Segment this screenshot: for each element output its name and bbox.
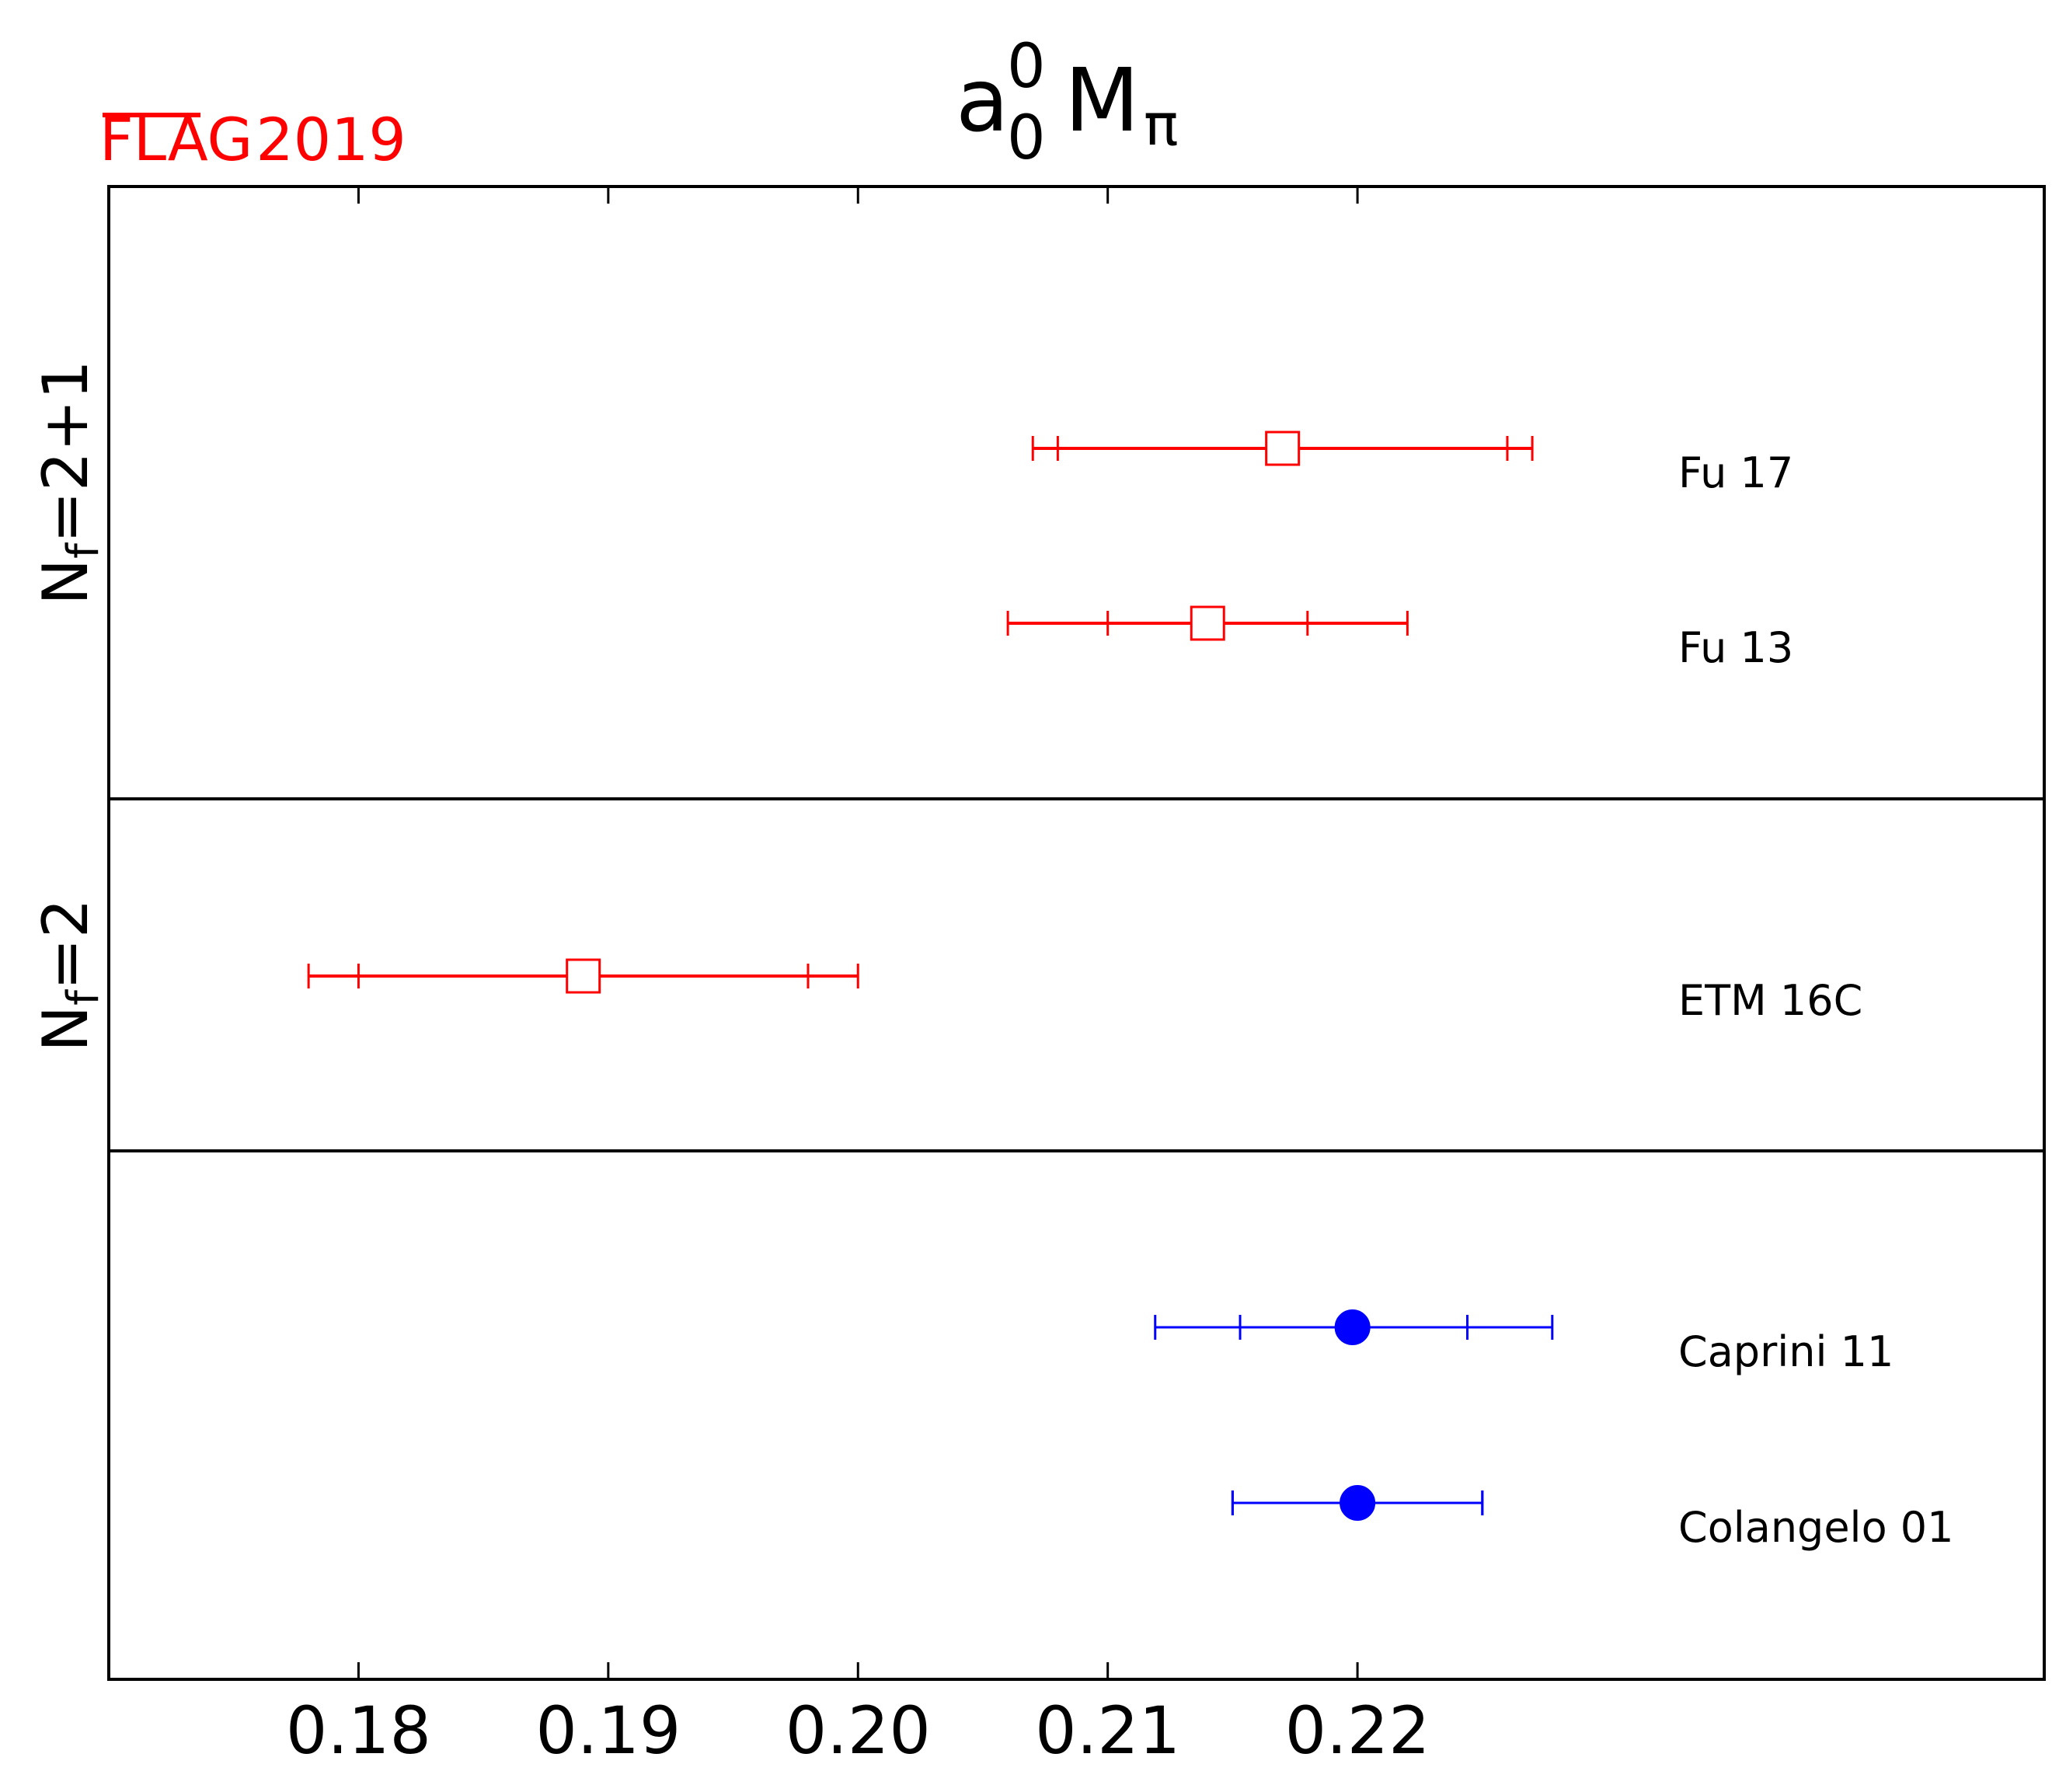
data-row: Caprini 11 — [1154, 1309, 1894, 1376]
title-suffix: M — [1064, 51, 1140, 152]
data-row: Fu 17 — [1031, 431, 1793, 497]
x-tick-label: 0.20 — [786, 1693, 931, 1769]
data-row: Colangelo 01 — [1231, 1485, 1953, 1552]
group-labels: Nf=2+1Nf=2 — [30, 360, 109, 1051]
x-tick-label: 0.18 — [286, 1693, 431, 1769]
group-label: Nf=2 — [30, 898, 109, 1052]
data-rows: Fu 17 Fu 13 ETM 16C Caprini 11 Colangelo 01 — [307, 431, 1953, 1552]
data-row: Fu 13 — [1006, 605, 1793, 672]
row-label: Caprini 11 — [1678, 1327, 1894, 1376]
group-label-sub: f — [58, 542, 109, 559]
data-point-marker — [1265, 431, 1301, 466]
x-axis-ticks — [357, 187, 1359, 1679]
row-label: ETM 16C — [1678, 976, 1862, 1025]
plot-frame — [107, 185, 2046, 1681]
data-point-marker — [1340, 1485, 1376, 1521]
data-row: ETM 16C — [307, 958, 1862, 1025]
x-tick-label: 0.22 — [1285, 1693, 1430, 1769]
group-label-sub: f — [58, 989, 109, 1006]
title-sub: 0 — [1007, 103, 1046, 173]
x-tick-label: 0.19 — [535, 1693, 681, 1769]
flag-logo-word: FLAG — [99, 105, 253, 174]
title-base: a — [956, 51, 1009, 152]
flag-logo-text: FLAG2019 — [99, 105, 406, 174]
data-point-marker — [1190, 605, 1225, 641]
title-suffix-sub: π — [1144, 92, 1179, 159]
group-label-tail: =2+1 — [30, 360, 102, 543]
x-axis-tick-labels: 0.18 0.19 0.20 0.21 0.22 — [286, 1693, 1430, 1769]
group-label: Nf=2+1 — [30, 360, 109, 605]
chart-title: a 0 0 M π — [956, 32, 1179, 173]
group-label-n: N — [30, 559, 102, 605]
x-tick-label: 0.21 — [1035, 1693, 1180, 1769]
flag-logo-year: 2019 — [256, 105, 406, 174]
data-point-marker — [1334, 1309, 1371, 1345]
row-label: Colangelo 01 — [1678, 1503, 1953, 1552]
title-sup: 0 — [1007, 32, 1046, 102]
row-label: Fu 17 — [1678, 448, 1793, 497]
row-label: Fu 13 — [1678, 623, 1793, 672]
group-label-n: N — [30, 1006, 102, 1052]
data-point-marker — [566, 958, 601, 994]
flag-logo: FLAG2019 — [99, 105, 406, 174]
group-label-tail: =2 — [30, 898, 102, 990]
